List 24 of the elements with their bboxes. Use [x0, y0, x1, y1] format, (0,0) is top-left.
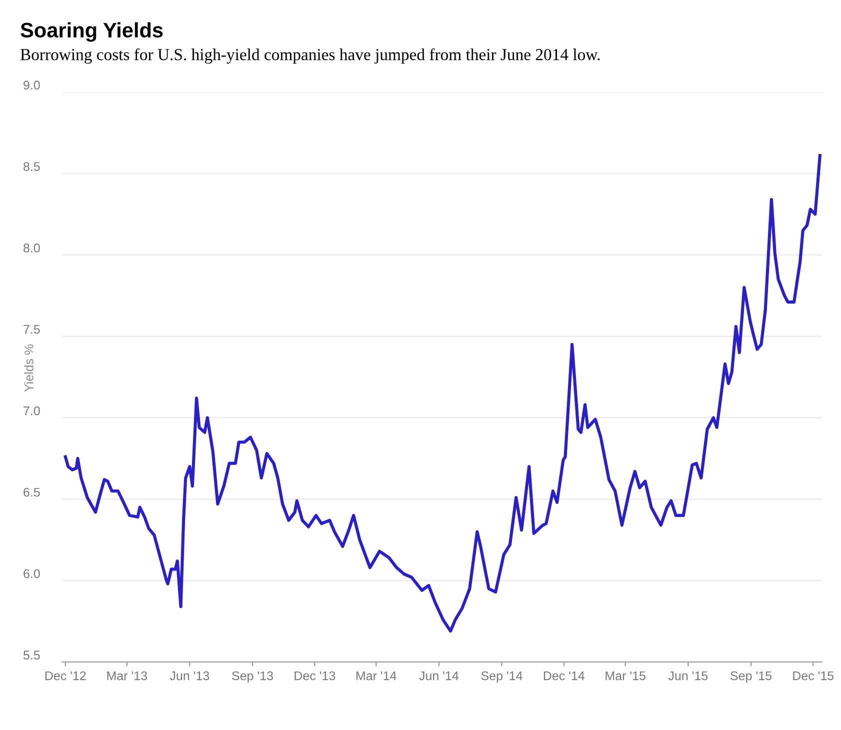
y-tick-label: 7.0 [24, 406, 40, 416]
chart-title: Soaring Yields [20, 22, 163, 42]
y-tick-label: 6.5 [24, 488, 40, 497]
y-tick-label: 5.5 [23, 650, 40, 660]
x-tick-label: Sep '14 [481, 671, 522, 683]
x-tick-label: Sep '13 [232, 671, 273, 683]
x-tick-label: Sep '15 [730, 671, 772, 683]
x-tick-label: Jun '14 [419, 671, 459, 680]
y-tick-label: 8.5 [24, 162, 40, 171]
x-tick-label: Dec '15 [793, 671, 834, 680]
y-axis-title: Yields % [24, 344, 34, 392]
x-tick-label: Mar '14 [356, 671, 396, 680]
x-tick-label: Jun '15 [668, 671, 708, 680]
y-tick-label: 8.0 [24, 244, 40, 252]
x-tick-label: Mar '13 [107, 671, 147, 680]
x-tick-label: Dec '13 [294, 671, 336, 680]
x-tick-label: Mar '15 [606, 671, 646, 680]
y-tick-label: 7.5 [24, 325, 40, 334]
y-tick-label: 9.0 [24, 80, 40, 90]
x-tick-label: Dec '14 [544, 671, 585, 680]
x-tick-label: Dec '12 [45, 671, 86, 680]
chart-subtitle: Borrowing costs for U.S. high-yield companies have jumped from their June 2014 low. [20, 48, 600, 64]
y-tick-label: 6.0 [24, 569, 40, 578]
x-tick-label: Jun '13 [170, 671, 210, 680]
